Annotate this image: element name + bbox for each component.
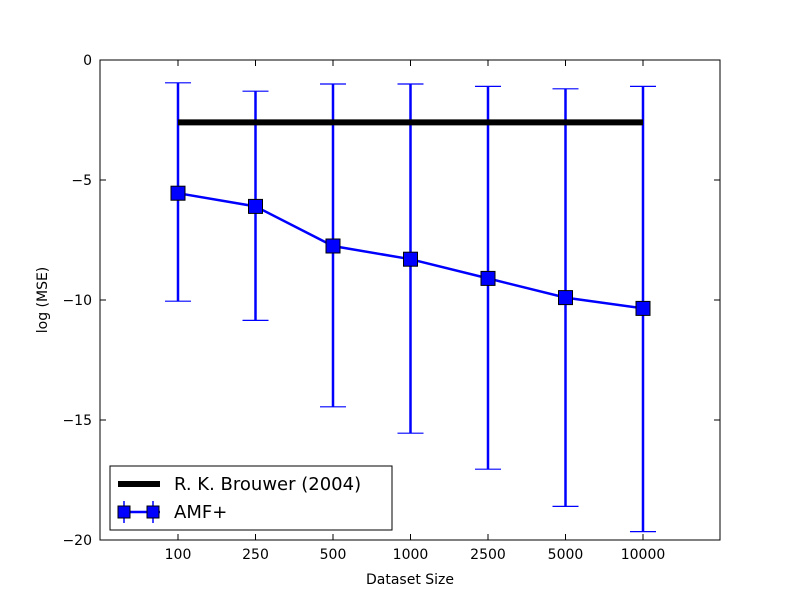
x-tick-label: 1000 xyxy=(393,547,429,563)
legend-swatch-amf-marker-left xyxy=(117,505,131,519)
data-point-amf xyxy=(325,238,341,254)
y-tick-label: −10 xyxy=(62,293,92,309)
legend: R. K. Brouwer (2004) AMF+ xyxy=(109,465,393,531)
x-axis-label: Dataset Size xyxy=(366,572,454,588)
y-tick-label: −5 xyxy=(71,173,92,189)
legend-box xyxy=(109,465,393,531)
data-point-amf xyxy=(558,290,573,306)
y-axis-label: log (MSE) xyxy=(35,267,51,334)
data-point-amf xyxy=(635,300,651,316)
x-tick-label: 5000 xyxy=(548,547,584,563)
data-point-amf xyxy=(480,270,496,286)
data-point-amf xyxy=(248,198,263,214)
x-tick-label: 2500 xyxy=(470,547,506,563)
x-tick-label: 500 xyxy=(320,547,347,563)
legend-label-brouwer: R. K. Brouwer (2004) xyxy=(174,474,361,495)
x-tick-label: 100 xyxy=(165,547,192,563)
axis-ticks xyxy=(100,59,720,541)
tick-labels: 100 250 500 1000 2500 5000 10000 0 −5 −10 −15 −20 xyxy=(62,53,665,563)
legend-label-amf: AMF+ xyxy=(174,502,227,523)
y-tick-label: −15 xyxy=(62,413,92,429)
x-tick-label: 10000 xyxy=(621,547,666,563)
data-point-amf xyxy=(170,185,186,201)
data-point-amf xyxy=(403,251,418,267)
x-tick-label: 250 xyxy=(242,547,269,563)
y-tick-label: 0 xyxy=(83,53,92,69)
legend-swatch-amf-marker-right xyxy=(146,505,160,519)
y-tick-label: −20 xyxy=(62,533,92,549)
data-markers xyxy=(170,185,651,316)
